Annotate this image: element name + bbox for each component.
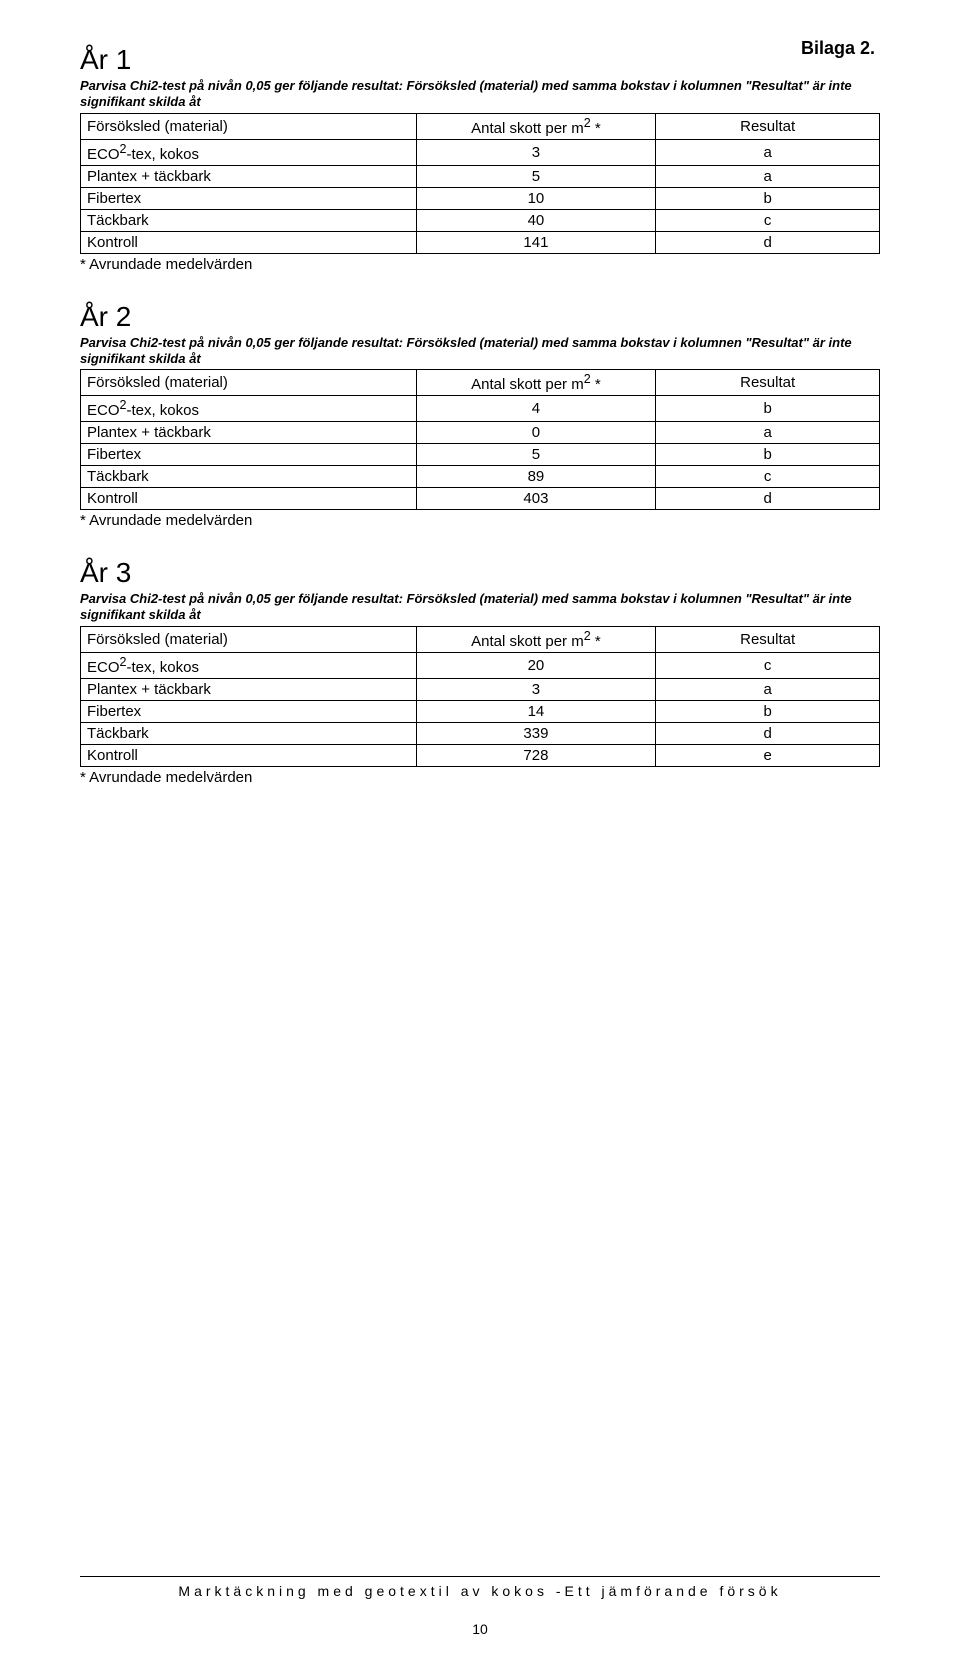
- cell-material: Täckbark: [81, 209, 417, 231]
- column-header-material: Försöksled (material): [81, 626, 417, 652]
- cell-result: d: [656, 722, 880, 744]
- cell-value: 403: [416, 488, 656, 510]
- cell-value: 5: [416, 444, 656, 466]
- cell-result: a: [656, 678, 880, 700]
- table-row: Plantex + täckbark0a: [81, 422, 880, 444]
- table-row: Plantex + täckbark5a: [81, 165, 880, 187]
- table-row: Fibertex5b: [81, 444, 880, 466]
- test-description: Parvisa Chi2-test på nivån 0,05 ger följ…: [80, 78, 880, 111]
- cell-value: 89: [416, 466, 656, 488]
- cell-result: a: [656, 139, 880, 165]
- year-heading: År 2: [80, 301, 880, 333]
- test-description: Parvisa Chi2-test på nivån 0,05 ger följ…: [80, 335, 880, 368]
- year-heading: År 1: [80, 44, 880, 76]
- cell-value: 728: [416, 744, 656, 766]
- cell-result: d: [656, 488, 880, 510]
- cell-material: Plantex + täckbark: [81, 678, 417, 700]
- table-row: Fibertex10b: [81, 187, 880, 209]
- appendix-label: Bilaga 2.: [801, 38, 875, 59]
- test-description: Parvisa Chi2-test på nivån 0,05 ger följ…: [80, 591, 880, 624]
- cell-result: c: [656, 652, 880, 678]
- cell-material: ECO2-tex, kokos: [81, 652, 417, 678]
- cell-result: b: [656, 444, 880, 466]
- cell-material: Täckbark: [81, 722, 417, 744]
- year-section: År 1Parvisa Chi2-test på nivån 0,05 ger …: [80, 44, 880, 273]
- cell-value: 0: [416, 422, 656, 444]
- cell-value: 40: [416, 209, 656, 231]
- cell-result: a: [656, 422, 880, 444]
- cell-value: 10: [416, 187, 656, 209]
- cell-result: a: [656, 165, 880, 187]
- table-row: Täckbark89c: [81, 466, 880, 488]
- table-row: ECO2-tex, kokos20c: [81, 652, 880, 678]
- cell-value: 20: [416, 652, 656, 678]
- column-header-value: Antal skott per m2 *: [416, 626, 656, 652]
- cell-value: 5: [416, 165, 656, 187]
- cell-material: Plantex + täckbark: [81, 422, 417, 444]
- column-header-result: Resultat: [656, 113, 880, 139]
- column-header-result: Resultat: [656, 370, 880, 396]
- table-row: Fibertex14b: [81, 700, 880, 722]
- cell-result: b: [656, 700, 880, 722]
- column-header-value: Antal skott per m2 *: [416, 370, 656, 396]
- cell-result: b: [656, 187, 880, 209]
- table-header-row: Försöksled (material)Antal skott per m2 …: [81, 626, 880, 652]
- cell-result: c: [656, 466, 880, 488]
- cell-material: ECO2-tex, kokos: [81, 396, 417, 422]
- table-row: ECO2-tex, kokos3a: [81, 139, 880, 165]
- cell-material: Kontroll: [81, 488, 417, 510]
- cell-material: Fibertex: [81, 700, 417, 722]
- cell-material: Fibertex: [81, 187, 417, 209]
- cell-value: 4: [416, 396, 656, 422]
- page-footer: Marktäckning med geotextil av kokos -Ett…: [80, 1576, 880, 1637]
- table-row: Kontroll728e: [81, 744, 880, 766]
- cell-value: 3: [416, 139, 656, 165]
- footer-title: Marktäckning med geotextil av kokos -Ett…: [80, 1583, 880, 1599]
- table-header-row: Försöksled (material)Antal skott per m2 …: [81, 370, 880, 396]
- cell-material: ECO2-tex, kokos: [81, 139, 417, 165]
- cell-value: 3: [416, 678, 656, 700]
- cell-value: 141: [416, 231, 656, 253]
- cell-result: e: [656, 744, 880, 766]
- table-footnote: * Avrundade medelvärden: [80, 256, 880, 273]
- cell-result: c: [656, 209, 880, 231]
- year-section: År 2Parvisa Chi2-test på nivån 0,05 ger …: [80, 301, 880, 530]
- cell-material: Täckbark: [81, 466, 417, 488]
- cell-material: Fibertex: [81, 444, 417, 466]
- table-footnote: * Avrundade medelvärden: [80, 512, 880, 529]
- table-row: Täckbark40c: [81, 209, 880, 231]
- year-heading: År 3: [80, 557, 880, 589]
- cell-material: Plantex + täckbark: [81, 165, 417, 187]
- cell-material: Kontroll: [81, 231, 417, 253]
- cell-value: 14: [416, 700, 656, 722]
- footer-divider: [80, 1576, 880, 1577]
- cell-material: Kontroll: [81, 744, 417, 766]
- table-row: ECO2-tex, kokos4b: [81, 396, 880, 422]
- cell-result: d: [656, 231, 880, 253]
- table-row: Plantex + täckbark3a: [81, 678, 880, 700]
- column-header-result: Resultat: [656, 626, 880, 652]
- column-header-material: Försöksled (material): [81, 113, 417, 139]
- results-table: Försöksled (material)Antal skott per m2 …: [80, 113, 880, 254]
- column-header-value: Antal skott per m2 *: [416, 113, 656, 139]
- table-row: Kontroll403d: [81, 488, 880, 510]
- column-header-material: Försöksled (material): [81, 370, 417, 396]
- table-footnote: * Avrundade medelvärden: [80, 769, 880, 786]
- results-table: Försöksled (material)Antal skott per m2 …: [80, 369, 880, 510]
- table-row: Kontroll141d: [81, 231, 880, 253]
- table-row: Täckbark339d: [81, 722, 880, 744]
- results-table: Försöksled (material)Antal skott per m2 …: [80, 626, 880, 767]
- cell-value: 339: [416, 722, 656, 744]
- cell-result: b: [656, 396, 880, 422]
- year-section: År 3Parvisa Chi2-test på nivån 0,05 ger …: [80, 557, 880, 786]
- page-number: 10: [80, 1621, 880, 1637]
- table-header-row: Försöksled (material)Antal skott per m2 …: [81, 113, 880, 139]
